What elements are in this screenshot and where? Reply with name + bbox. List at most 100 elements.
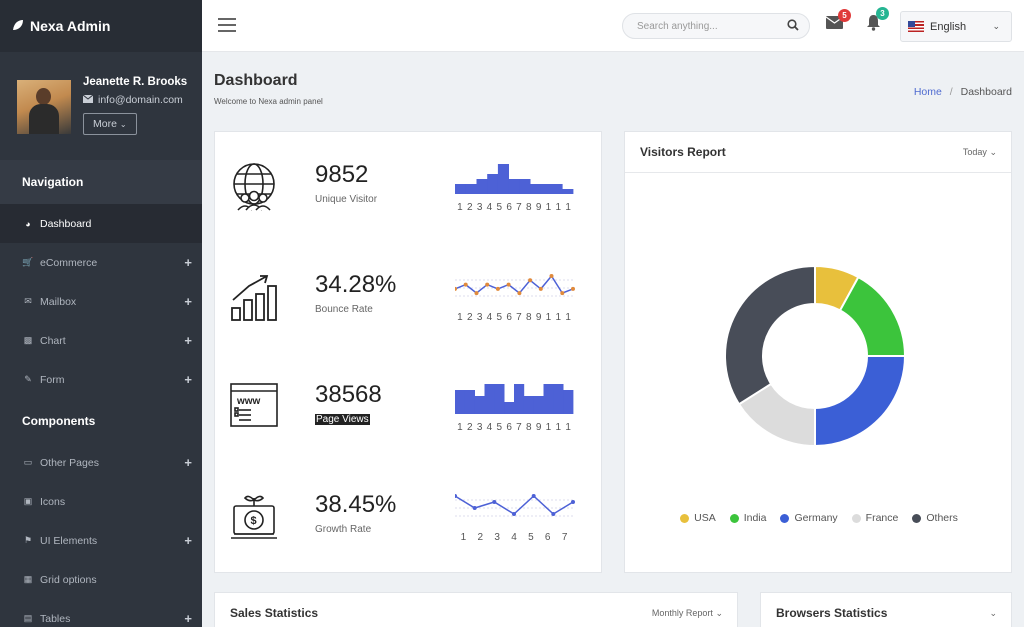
breadcrumb-home-link[interactable]: Home bbox=[913, 86, 942, 98]
globe-users-icon bbox=[229, 162, 279, 217]
stat-value: 38568 bbox=[315, 381, 382, 408]
sidebar-item-mailbox[interactable]: ✉ Mailbox + bbox=[0, 282, 202, 321]
plus-icon[interactable]: + bbox=[184, 333, 192, 348]
spark-tick-label: 6 bbox=[506, 312, 512, 323]
logo[interactable]: Nexa Admin bbox=[0, 0, 202, 52]
us-flag-icon bbox=[908, 21, 924, 32]
envelope-icon: ✉ bbox=[24, 296, 32, 306]
plus-icon[interactable]: + bbox=[184, 611, 192, 626]
spark-tick-label: 2 bbox=[478, 532, 484, 543]
stat-value: 38.45% bbox=[315, 491, 397, 518]
sidebar-item-ecommerce[interactable]: 🛒 eCommerce + bbox=[0, 243, 202, 282]
plus-icon[interactable]: + bbox=[184, 294, 192, 309]
spark-tick-label: 2 bbox=[467, 312, 473, 323]
hamburger-menu-icon[interactable] bbox=[218, 18, 236, 36]
spark-tick-label: 3 bbox=[494, 532, 500, 543]
plus-icon[interactable]: + bbox=[184, 533, 192, 548]
sales-statistics-card: Sales Statistics Monthly Report ⌄ bbox=[214, 592, 738, 627]
chart-legend: USA India Germany France Others bbox=[625, 512, 1013, 524]
cart-icon: 🛒 bbox=[22, 257, 34, 267]
spark-tick-label: 1 bbox=[457, 422, 463, 433]
spark-tick-label: 9 bbox=[536, 422, 542, 433]
monitor-icon: ▭ bbox=[23, 457, 33, 467]
spark-bar bbox=[519, 179, 531, 194]
card-header: Browsers Statistics ⌄ bbox=[761, 593, 1011, 627]
stat-value: 9852 bbox=[315, 161, 369, 188]
legend-item[interactable]: USA bbox=[680, 512, 716, 524]
search-input[interactable]: Search anything... bbox=[622, 13, 810, 39]
chevron-down-icon[interactable]: ⌄ bbox=[989, 607, 997, 618]
sidebar-item-tables[interactable]: ▤ Tables + bbox=[0, 599, 202, 627]
sidebar-item-form[interactable]: ✎ Form + bbox=[0, 360, 202, 399]
spark-tick-label: 7 bbox=[562, 532, 568, 543]
bar-chart-icon: ▩ bbox=[23, 335, 33, 345]
stat-label: Bounce Rate bbox=[315, 304, 373, 315]
plus-icon[interactable]: + bbox=[184, 455, 192, 470]
sidebar-item-ui-elements[interactable]: ⚑ UI Elements + bbox=[0, 521, 202, 560]
spark-point bbox=[455, 494, 457, 498]
user-profile: Jeanette R. Brooks info@domain.com More … bbox=[0, 52, 202, 160]
table-icon: ▤ bbox=[23, 613, 33, 623]
plus-icon[interactable]: + bbox=[184, 372, 192, 387]
legend-item[interactable]: Germany bbox=[780, 512, 838, 524]
spark-tick-label: 4 bbox=[487, 422, 493, 433]
notification-button[interactable]: 3 bbox=[866, 7, 889, 36]
sidebar-item-label: Chart bbox=[40, 334, 66, 347]
spark-tick-label: 6 bbox=[506, 202, 512, 213]
navigation-header: Navigation bbox=[0, 160, 202, 204]
legend-item[interactable]: France bbox=[851, 512, 898, 524]
sidebar-item-other-pages[interactable]: ▭ Other Pages + bbox=[0, 443, 202, 482]
spark-bar bbox=[476, 179, 488, 194]
spark-tick-label: 4 bbox=[487, 202, 493, 213]
spark-tick-label: 1 bbox=[457, 312, 463, 323]
sidebar-item-dashboard[interactable]: ◕ Dashboard bbox=[0, 204, 202, 243]
spark-tick-label: 2 bbox=[467, 202, 473, 213]
stat-value: 34.28% bbox=[315, 271, 397, 298]
sidebar-item-chart[interactable]: ▩ Chart + bbox=[0, 321, 202, 360]
notification-count-badge: 3 bbox=[876, 7, 889, 20]
spark-tick-label: 1 bbox=[565, 312, 571, 323]
breadcrumb: Home / Dashboard bbox=[914, 86, 1012, 98]
period-label: Monthly Report bbox=[651, 607, 713, 618]
spark-tick-label: 1 bbox=[457, 202, 463, 213]
sidebar-item-icons[interactable]: ▣ Icons bbox=[0, 482, 202, 521]
spark-point bbox=[571, 500, 575, 504]
period-dropdown[interactable]: Today ⌄ bbox=[963, 147, 997, 158]
sidebar-item-label: Mailbox bbox=[40, 295, 77, 308]
plus-icon[interactable]: + bbox=[184, 255, 192, 270]
sidebar-item-grid-options[interactable]: ▦ Grid options bbox=[0, 560, 202, 599]
spark-point bbox=[463, 282, 468, 287]
donut-slice-others[interactable] bbox=[724, 264, 816, 406]
spark-point bbox=[528, 278, 533, 283]
legend-item[interactable]: India bbox=[729, 512, 766, 524]
money-plant-icon: $ bbox=[229, 492, 279, 547]
spark-point bbox=[472, 506, 477, 510]
language-label: English bbox=[930, 20, 967, 33]
leaf-logo-icon bbox=[12, 18, 24, 34]
chevron-down-icon: ⌄ bbox=[992, 21, 1000, 31]
spark-tick-label: 5 bbox=[497, 422, 503, 433]
period-dropdown[interactable]: Monthly Report ⌄ bbox=[652, 608, 723, 619]
sidebar-item-label: eCommerce bbox=[40, 256, 98, 269]
spark-tick-label: 1 bbox=[546, 422, 552, 433]
spark-bar bbox=[484, 384, 495, 414]
avatar[interactable] bbox=[17, 80, 71, 134]
spark-tick-label: 1 bbox=[556, 422, 562, 433]
spark-bar bbox=[562, 189, 574, 194]
sidebar: Nexa Admin Jeanette R. Brooks info@domai… bbox=[0, 0, 202, 627]
search-icon[interactable] bbox=[787, 19, 799, 34]
legend-item[interactable]: Others bbox=[912, 512, 958, 524]
tag-icon: ⚑ bbox=[23, 535, 33, 545]
stat-label: Page Views bbox=[315, 414, 370, 425]
language-select[interactable]: English ⌄ bbox=[900, 11, 1012, 42]
breadcrumb-separator: / bbox=[949, 86, 953, 98]
card-title: Sales Statistics bbox=[230, 606, 319, 620]
pencil-icon: ✎ bbox=[24, 374, 32, 384]
donut-slice-germany[interactable] bbox=[814, 355, 907, 448]
spark-tick-label: 6 bbox=[545, 532, 551, 543]
spark-point bbox=[495, 286, 500, 291]
mail-button[interactable]: 5 bbox=[825, 9, 851, 34]
growth-chart-icon bbox=[229, 272, 279, 327]
more-button[interactable]: More ⌄ bbox=[83, 113, 137, 135]
spark-tick-label: 1 bbox=[565, 202, 571, 213]
